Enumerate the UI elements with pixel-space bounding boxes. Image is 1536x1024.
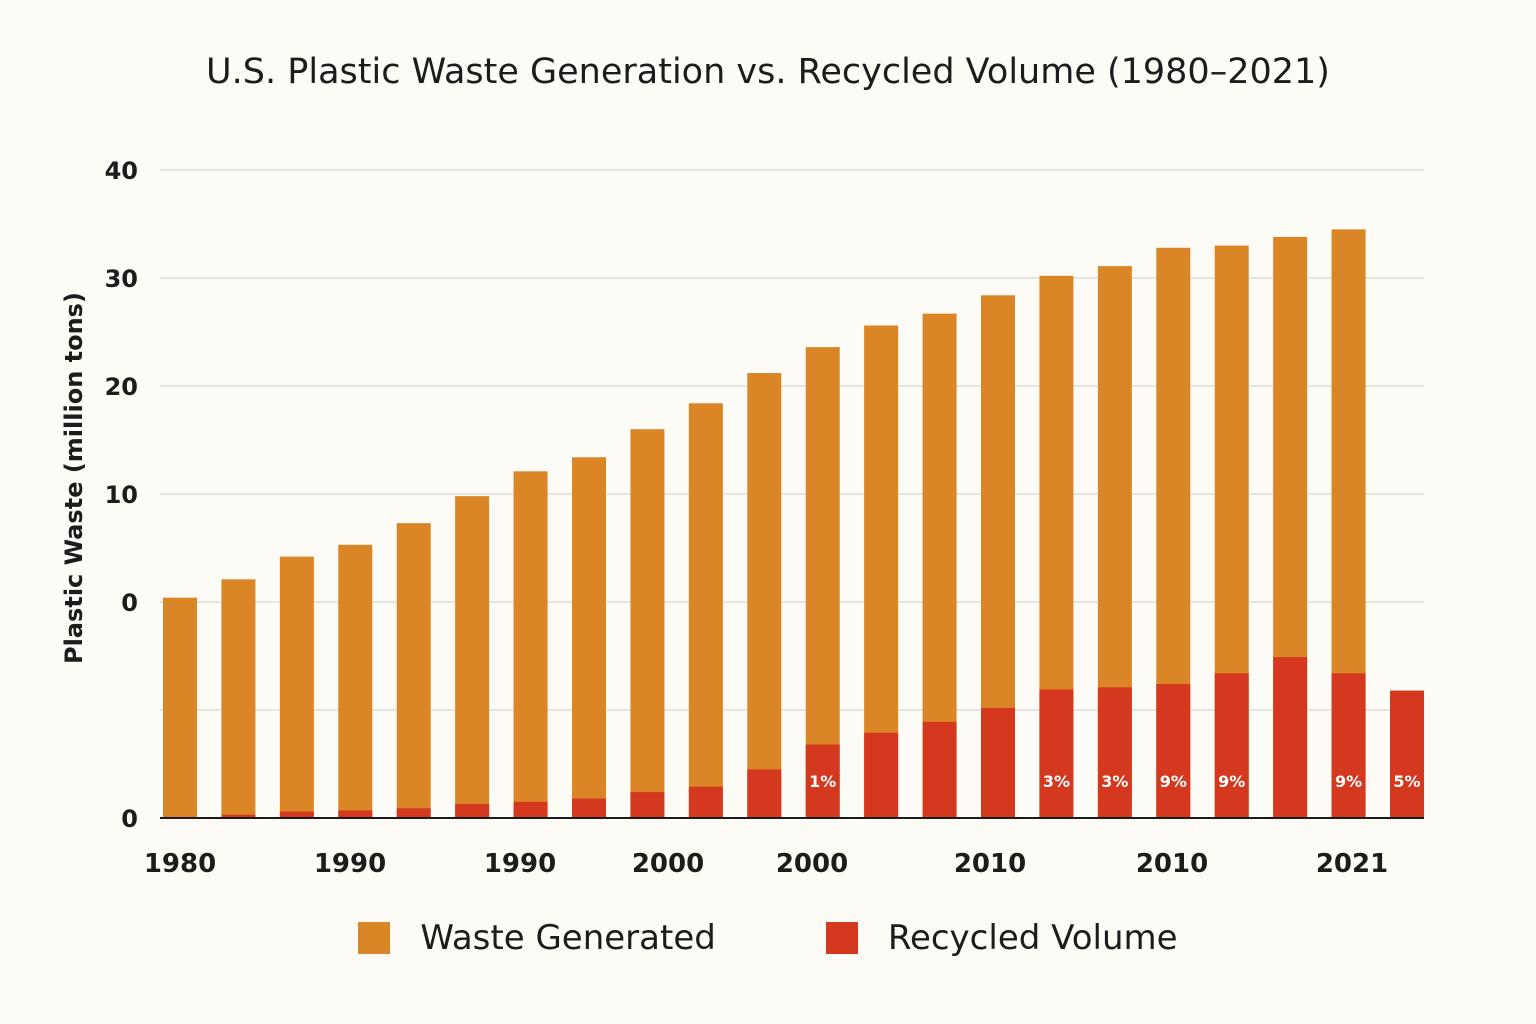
x-tick-label: 2000: [632, 849, 704, 879]
waste-bar: [221, 579, 256, 818]
chart-title: U.S. Plastic Waste Generation vs. Recycl…: [206, 52, 1330, 92]
recycled-bar: [981, 707, 1015, 818]
recycled-bar: [630, 792, 665, 818]
recycled-bar: [279, 811, 314, 818]
recycled-bar: [805, 744, 840, 818]
waste-bar: [163, 597, 197, 818]
recycled-bar: [513, 801, 548, 818]
y-tick-label: 0: [121, 589, 138, 617]
waste-bar: [805, 347, 840, 818]
recycled-bar: [688, 786, 723, 818]
legend-swatch-waste: [358, 922, 391, 954]
recycled-bar: [1039, 689, 1074, 818]
x-tick-label: 1990: [314, 849, 386, 879]
y-tick-label: 30: [105, 265, 138, 293]
data-label: 3%: [1043, 772, 1070, 791]
recycled-bar: [864, 732, 899, 818]
recycled-bar: [1273, 657, 1308, 818]
data-label: 9%: [1335, 772, 1362, 791]
waste-bar: [572, 457, 606, 818]
waste-bar: [338, 544, 373, 818]
recycled-bar: [1097, 687, 1132, 818]
recycled-bar: [572, 798, 606, 818]
waste-bar: [630, 429, 665, 818]
legend-item-waste: Waste Generated: [358, 918, 716, 958]
y-tick-label: 10: [105, 481, 138, 509]
recycled-bar: [1214, 673, 1249, 818]
y-tick-label: 40: [105, 157, 138, 185]
waste-bar: [279, 556, 314, 818]
x-tick-label: 2000: [776, 849, 848, 879]
x-tick-label: 1980: [144, 849, 216, 879]
legend-swatch-recycled: [825, 922, 858, 954]
x-tick-label: 2010: [1136, 849, 1208, 879]
waste-bar: [688, 403, 723, 818]
x-tick-label: 1990: [484, 849, 556, 879]
recycled-bar: [221, 814, 256, 818]
waste-bar: [455, 496, 490, 818]
legend: Waste Generated Recycled Volume: [0, 918, 1536, 958]
data-label: 3%: [1101, 772, 1128, 791]
waste-bar: [396, 523, 431, 818]
recycled-bar: [747, 769, 782, 818]
waste-bar: [747, 373, 782, 818]
recycled-bar: [455, 803, 490, 818]
data-label: 9%: [1160, 772, 1187, 791]
recycled-bar: [922, 721, 957, 818]
y-axis-label: Plastic Waste (million tons): [60, 292, 88, 664]
recycled-bar: [1156, 684, 1191, 818]
recycled-bar: [338, 810, 373, 818]
data-label: 5%: [1393, 772, 1420, 791]
legend-item-recycled: Recycled Volume: [825, 918, 1178, 958]
legend-label-recycled: Recycled Volume: [887, 918, 1178, 958]
data-label: 1%: [809, 772, 836, 791]
x-tick-label: 2021: [1316, 849, 1388, 879]
recycled-bar: [396, 808, 431, 818]
data-label: 9%: [1218, 772, 1245, 791]
y-tick-label: 0: [121, 805, 138, 833]
recycled-bar: [1331, 673, 1366, 818]
recycled-bar: [1390, 690, 1424, 818]
x-tick-label: 2010: [954, 849, 1026, 879]
waste-bar: [513, 471, 548, 818]
legend-label-waste: Waste Generated: [420, 918, 716, 958]
y-tick-label: 20: [105, 373, 138, 401]
